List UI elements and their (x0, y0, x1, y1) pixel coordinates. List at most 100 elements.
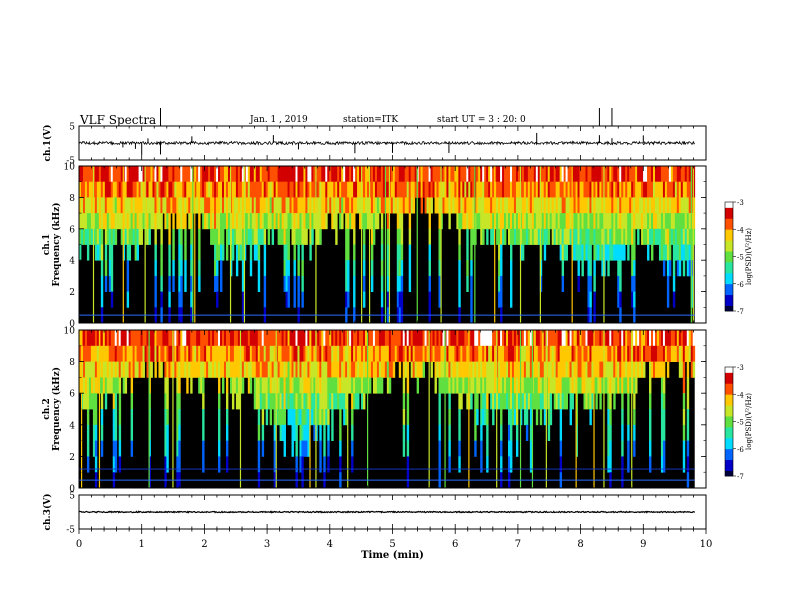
spectrogram-cell (170, 181, 173, 198)
spectrogram-cell (118, 377, 122, 394)
spectrogram-cell (112, 440, 116, 457)
spectrogram-cell (166, 361, 169, 378)
spectrogram-cell (216, 197, 219, 214)
spectrogram-cell (521, 244, 525, 261)
spectrogram-cell (676, 345, 680, 362)
spectrogram-cell (261, 393, 265, 410)
spectrogram-cell (176, 377, 179, 394)
sferic-streak (468, 330, 470, 488)
spectrogram-cell (525, 166, 529, 183)
spectrogram-cell (376, 345, 380, 362)
spectrogram-cell (257, 377, 261, 394)
spectrogram-cell (563, 393, 567, 410)
spectrogram-cell (353, 181, 356, 198)
spectrogram-cell (609, 440, 612, 457)
spectrogram-cell (259, 197, 263, 214)
spectrogram-cell (80, 213, 84, 230)
spectrogram-cell (359, 166, 362, 183)
spectrogram-cell (474, 361, 477, 378)
spectrogram-cell (631, 197, 634, 214)
spectrogram-cell (390, 181, 394, 198)
spectrogram-cell (545, 197, 549, 214)
spectrogram-cell (517, 377, 521, 394)
colorbar-cell (725, 474, 733, 477)
colorbar-cell (725, 432, 733, 435)
spectrogram-cell (476, 393, 479, 410)
spectrogram-cell (539, 330, 543, 347)
spectrogram-cell (100, 393, 104, 410)
spectrogram-cell (297, 361, 300, 378)
spectrogram-cell (291, 181, 294, 198)
spectrogram-cell (210, 228, 213, 245)
spectrogram-cell (639, 213, 642, 230)
spectrogram-cell (492, 409, 495, 426)
spectrogram-cell (355, 345, 358, 362)
spectrogram-cell (430, 345, 433, 362)
spectrogram-cell (472, 197, 475, 214)
spectrogram-cell (651, 213, 654, 230)
spectrogram-cell (651, 181, 654, 198)
spectrogram-cell (285, 330, 288, 347)
spectrogram-cell (208, 166, 211, 183)
spectrogram-cell (541, 361, 545, 378)
spectrogram-cell (259, 393, 263, 410)
spectrogram-cell (557, 166, 561, 183)
spectrogram-cell (247, 377, 251, 394)
spectrogram-cell (549, 181, 553, 198)
colorbar-cell (725, 251, 733, 254)
spectrogram-cell (577, 275, 580, 292)
spectrogram-cell (472, 181, 475, 198)
spectrogram-cell (110, 166, 114, 183)
spectrogram-cell (96, 166, 100, 183)
spectrogram-cell (482, 330, 485, 347)
spectrogram-cell (569, 345, 572, 362)
spectrogram-cell (482, 409, 485, 426)
spectrogram-cell (555, 181, 559, 198)
colorbar-cell (725, 263, 733, 266)
colorbar-cell (725, 216, 733, 219)
spectrogram-cell (365, 181, 368, 198)
spectrogram-cell (482, 345, 485, 362)
spectrogram-cell (498, 181, 501, 198)
spectrogram-cell (225, 377, 229, 394)
spectrogram-cell (523, 393, 527, 410)
spectrogram-cell (611, 345, 614, 362)
spectrogram-cell (450, 166, 453, 183)
spectrogram-cell (180, 345, 183, 362)
spectrogram-cell (299, 377, 302, 394)
spectrogram-cell (168, 291, 171, 308)
spectrogram-cell (363, 244, 366, 261)
spectrogram-cell (269, 409, 273, 426)
spectrogram-cell (535, 377, 539, 394)
colorbar-cell (725, 283, 733, 286)
spectrogram-cell (462, 197, 465, 214)
spectrogram-cell (510, 213, 513, 230)
spectrogram-cell (283, 424, 286, 441)
spectrogram-cell (521, 377, 525, 394)
spectrogram-cell (583, 393, 586, 410)
spectrogram-cell (100, 166, 104, 183)
spectrogram-cell (476, 409, 479, 426)
spectrogram-cell (430, 181, 433, 198)
spectrogram-cell (567, 228, 570, 245)
spectrogram-cell (676, 330, 680, 347)
spectrogram-cell (609, 456, 612, 473)
spectrogram-cell (660, 181, 664, 198)
spectrogram-cell (402, 424, 406, 441)
spectrogram-cell (496, 181, 499, 198)
spectrogram-cell (408, 330, 412, 347)
spectrogram-cell (466, 377, 469, 394)
spectrogram-cell (208, 361, 211, 378)
spectrogram-cell (337, 345, 340, 362)
colorbar-label: log(PSD)(V²/Hz) (745, 393, 753, 450)
spectrogram-cell (664, 330, 668, 347)
spectrogram-cell (454, 330, 457, 347)
spectrogram-cell (225, 213, 229, 230)
spectrogram-cell (547, 228, 551, 245)
spectrogram-cell (100, 361, 104, 378)
colorbar-cell (725, 309, 733, 312)
spectrogram-cell (478, 181, 481, 198)
spectrogram-cell (392, 361, 396, 378)
spectrogram-cell (410, 361, 414, 378)
spectrogram-cell (331, 393, 334, 410)
